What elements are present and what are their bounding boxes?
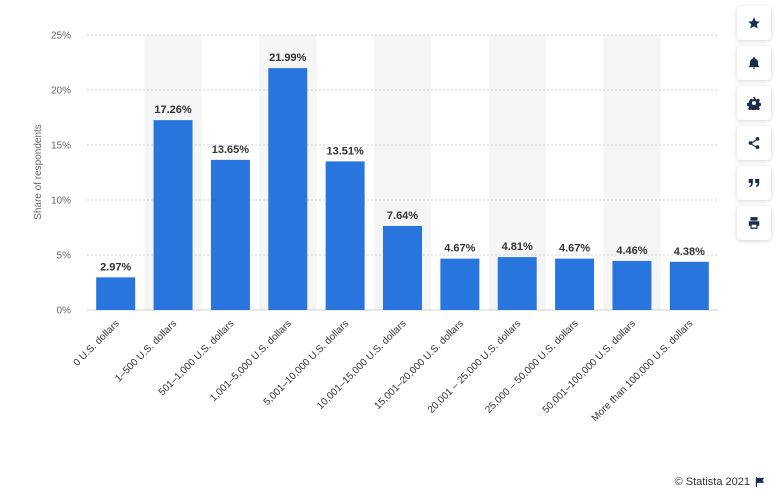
y-tick-label: 20% (51, 86, 71, 97)
chart-bars[interactable] (96, 68, 709, 310)
data-label: 13.65% (212, 144, 250, 156)
x-tick-label: 0 U.S. dollars (72, 318, 122, 368)
data-label: 2.97% (100, 261, 131, 273)
bar[interactable] (669, 261, 709, 310)
bar[interactable] (96, 277, 136, 310)
y-tick-label: 10% (51, 196, 71, 207)
footer: © Statista 2021 (675, 476, 765, 488)
copyright-text: © Statista 2021 (674, 476, 750, 488)
print-button[interactable] (737, 206, 771, 240)
x-tick-label: 1–500 U.S. dollars (113, 318, 179, 384)
data-label: 4.67% (444, 243, 475, 255)
gear-icon (747, 97, 761, 110)
data-label: 13.51% (326, 145, 364, 157)
y-axis-ticks: 0% 5% 10% 15% 20% 25% (51, 31, 71, 317)
bar[interactable] (383, 225, 422, 310)
bar[interactable] (612, 260, 652, 310)
bar[interactable] (440, 258, 480, 310)
chart-data-labels: 2.97% 17.26% 13.65% 21.99% 13.51% 7.64% 4.67% 4… (100, 52, 705, 273)
favorite-button[interactable] (737, 6, 771, 40)
bar[interactable] (555, 258, 595, 310)
y-tick-label: 5% (57, 251, 72, 262)
bar[interactable] (268, 68, 308, 310)
settings-button[interactable] (737, 86, 771, 120)
data-label: 4.67% (559, 243, 590, 255)
bar[interactable] (325, 161, 365, 310)
data-label: 4.38% (674, 246, 705, 258)
toolbar (737, 6, 771, 240)
y-tick-label: 25% (51, 31, 71, 42)
y-tick-label: 0% (57, 306, 72, 317)
print-icon (748, 217, 760, 229)
y-tick-label: 15% (51, 141, 71, 152)
bar[interactable] (153, 120, 193, 310)
x-tick-label: 25,000 – 50,000 U.S. dollars (483, 318, 580, 415)
x-tick-label: 50,001–100,000 U.S. dollars (541, 318, 638, 415)
x-tick-label: More than 100,000 U.S. dollars (590, 318, 696, 424)
data-label: 7.64% (387, 210, 418, 222)
bar[interactable] (210, 159, 250, 310)
bar[interactable] (497, 257, 537, 310)
share-button[interactable] (737, 126, 771, 160)
notification-button[interactable] (737, 46, 771, 80)
data-label: 4.81% (502, 241, 533, 253)
x-tick-label: 20,001 – 25,000 U.S. dollars (426, 318, 523, 415)
star-icon (748, 17, 760, 29)
bell-icon (748, 57, 760, 69)
y-axis-title: Share of respondents (33, 124, 44, 220)
quote-icon (748, 178, 760, 188)
cite-button[interactable] (737, 166, 771, 200)
data-label: 17.26% (154, 104, 192, 116)
data-label: 21.99% (269, 52, 307, 64)
flag-icon[interactable] (755, 477, 765, 487)
data-label: 4.46% (616, 245, 647, 257)
share-icon (748, 137, 760, 149)
